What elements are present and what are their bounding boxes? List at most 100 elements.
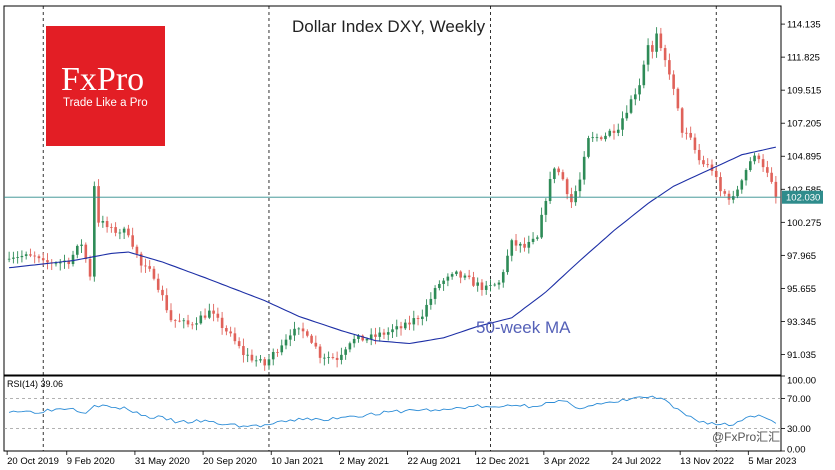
- candle-176: [757, 153, 761, 164]
- candle-180: [774, 176, 778, 204]
- candle-27: [122, 226, 126, 240]
- candle-144: [621, 111, 624, 136]
- candle-128: [553, 167, 556, 184]
- candle-177: [761, 154, 765, 172]
- candle-133: [574, 185, 577, 206]
- candle-175: [753, 152, 756, 165]
- candle-66: [288, 329, 292, 347]
- candle-174: [749, 157, 752, 172]
- candle-37: [165, 288, 169, 313]
- candle-156: [672, 70, 675, 96]
- candle-35: [156, 273, 160, 293]
- time-tick-8: 3 Apr 2022: [544, 456, 590, 467]
- watermark: @FxPro汇汇: [712, 430, 780, 444]
- candle-60: [263, 356, 267, 371]
- candle-46: [203, 308, 207, 320]
- candle-138: [595, 133, 599, 142]
- candle-43: [190, 321, 194, 330]
- candle-158: [680, 107, 684, 138]
- candle-119: [514, 233, 518, 251]
- rsi-axis-ticks: 100.00 70.00 30.00 0.00: [781, 376, 816, 456]
- time-tick-9: 24 Jul 2022: [612, 456, 661, 467]
- candle-68: [297, 327, 301, 335]
- candle-86: [374, 327, 377, 345]
- candle-122: [527, 235, 531, 254]
- candlesticks: [7, 27, 778, 371]
- candle-165: [710, 159, 714, 176]
- fxpro-logo: [46, 26, 165, 146]
- candle-146: [629, 95, 633, 115]
- candle-67: [293, 321, 296, 341]
- candle-90: [391, 324, 394, 338]
- candle-40: [178, 313, 181, 323]
- candle-14: [67, 257, 71, 269]
- candle-74: [323, 353, 326, 366]
- rsi-tick-2: 30.00: [787, 424, 811, 435]
- candle-105: [455, 270, 458, 277]
- price-tick-8: 95.655: [787, 284, 816, 295]
- candle-0: [7, 251, 11, 263]
- price-tick-2: 109.515: [787, 86, 821, 97]
- rsi-tick-1: 70.00: [787, 394, 811, 405]
- candle-12: [58, 259, 62, 271]
- candle-28: [127, 224, 130, 238]
- candle-152: [655, 27, 658, 58]
- candle-99: [429, 292, 433, 310]
- price-tick-10: 91.035: [787, 350, 816, 361]
- candle-132: [570, 187, 573, 209]
- candle-115: [497, 279, 501, 290]
- candle-87: [378, 327, 382, 342]
- candle-151: [651, 40, 654, 59]
- candle-3: [20, 250, 24, 263]
- candle-9: [46, 253, 49, 270]
- candle-168: [723, 188, 727, 197]
- candle-5: [29, 248, 32, 258]
- candle-155: [668, 53, 671, 80]
- candle-159: [685, 127, 688, 140]
- price-tick-0: 114.135: [787, 20, 821, 31]
- candle-33: [148, 260, 151, 272]
- candle-129: [557, 166, 560, 176]
- candle-126: [544, 198, 548, 223]
- candle-137: [591, 131, 595, 142]
- candle-127: [548, 171, 552, 204]
- candle-167: [719, 172, 722, 197]
- candle-30: [135, 244, 139, 258]
- candle-112: [484, 280, 488, 295]
- candle-136: [587, 135, 590, 159]
- candle-178: [766, 160, 769, 178]
- candle-61: [267, 354, 271, 370]
- candle-6: [33, 251, 36, 264]
- candle-58: [254, 355, 258, 367]
- candle-162: [697, 143, 701, 165]
- candle-44: [195, 317, 198, 331]
- candle-117: [506, 249, 509, 275]
- candle-100: [433, 285, 437, 305]
- candle-17: [80, 239, 83, 254]
- time-tick-6: 22 Aug 2021: [408, 456, 461, 467]
- candle-31: [139, 251, 143, 273]
- candle-157: [676, 87, 680, 111]
- candle-173: [744, 168, 748, 186]
- candle-75: [327, 351, 330, 364]
- time-tick-5: 2 May 2021: [339, 456, 389, 467]
- candle-15: [71, 250, 75, 267]
- candle-20: [93, 181, 96, 282]
- candle-163: [702, 155, 705, 167]
- candle-78: [340, 347, 343, 365]
- candle-36: [161, 285, 164, 301]
- candle-116: [501, 269, 505, 288]
- candle-109: [472, 271, 475, 288]
- chart-title: Dollar Index DXY, Weekly: [292, 17, 486, 36]
- candle-41: [182, 318, 186, 329]
- candle-118: [510, 238, 514, 262]
- candle-38: [169, 303, 173, 323]
- candle-169: [727, 190, 731, 205]
- rsi-pane-frame: [3, 375, 782, 452]
- price-tick-4: 104.895: [787, 152, 821, 163]
- candle-7: [37, 254, 41, 263]
- candle-71: [310, 334, 313, 345]
- candle-80: [348, 341, 352, 353]
- price-axis-ticks: 114.135 111.825 109.515 107.205 104.895 102.5…: [781, 20, 821, 361]
